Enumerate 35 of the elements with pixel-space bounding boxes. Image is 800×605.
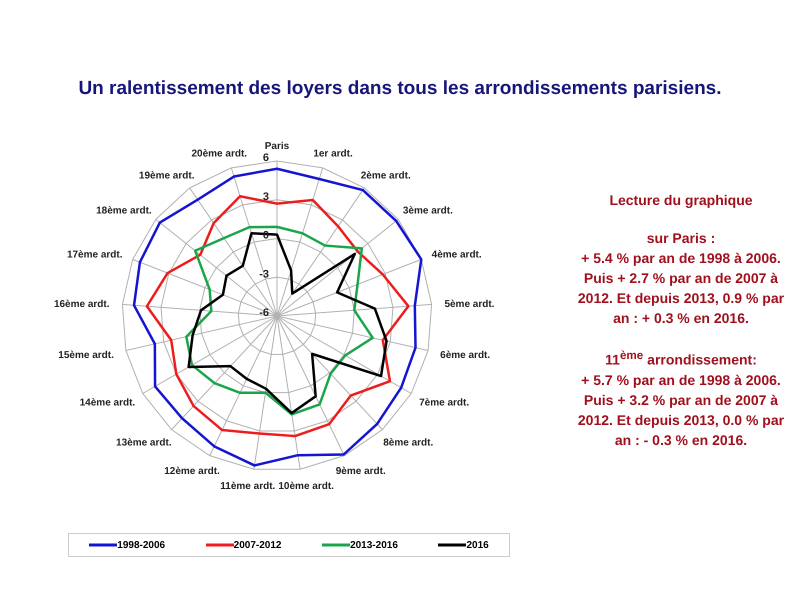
spoke-label: 4ème ardt. <box>432 250 482 261</box>
spoke-label: 19ème ardt. <box>138 170 195 182</box>
spoke-label: 8ème ardt. <box>383 437 434 448</box>
spoke-label: 5ème ardt. <box>444 299 495 310</box>
spoke-label: 16ème ardt. <box>54 299 110 310</box>
chart-title: Un ralentissement des loyers dans tous les arrondissements parisiens. <box>77 78 723 100</box>
spoke-label: 1er ardt. <box>313 148 354 160</box>
y-tick-label: -6 <box>259 307 269 319</box>
legend-label: 1998-2006 <box>117 540 166 550</box>
spoke-label: 12ème ardt. <box>164 466 220 478</box>
spoke-label: 20ème ardt. <box>191 148 248 160</box>
spoke-label: 2ème ardt. <box>360 170 411 182</box>
legend-label: 2007-2012 <box>234 540 282 550</box>
spoke-label: 14ème ardt. <box>80 398 136 408</box>
spoke-label: 13ème ardt. <box>116 437 172 448</box>
spoke-label: 9ème ardt. <box>336 466 386 478</box>
legend-label: 2013-2016 <box>350 540 398 550</box>
spoke-label: 11ème ardt. <box>220 481 276 492</box>
text: Lecture du graphique <box>608 191 754 210</box>
y-tick-label: 3 <box>262 190 269 203</box>
spoke-label: 10ème ardt. <box>278 481 334 492</box>
y-tick-label: 6 <box>262 152 269 164</box>
spoke-label: 7ème ardt. <box>419 398 470 408</box>
text: 11$^{ème}$ arrondissement: <box>604 348 758 370</box>
spoke-label: 18ème ardt. <box>96 205 152 216</box>
text: + 5.7 % par an de 1998 à 2006. Puis + 3.2 % par an de 2007 à 2012. Et depuis 2013, 0.0 % par an : - 0.3 % en 2016. <box>576 370 786 450</box>
text: + 5.4 % par an de 1998 à 2006. Puis + 2.7 % par an de 2007 à 2012. Et depuis 2013, 0.9 % par an : + 0.3 % en 2016. <box>576 249 786 328</box>
spoke-label: Paris <box>264 141 290 152</box>
y-tick-label: -3 <box>259 268 269 280</box>
spoke-label: 17ème ardt. <box>66 250 123 261</box>
legend-label: 2016 <box>466 540 489 550</box>
spoke-label: 6ème ardt. <box>440 350 490 362</box>
text: sur Paris : <box>646 229 716 248</box>
spoke-label: 3ème ardt. <box>402 205 454 216</box>
spoke-label: 15ème ardt. <box>58 350 114 362</box>
